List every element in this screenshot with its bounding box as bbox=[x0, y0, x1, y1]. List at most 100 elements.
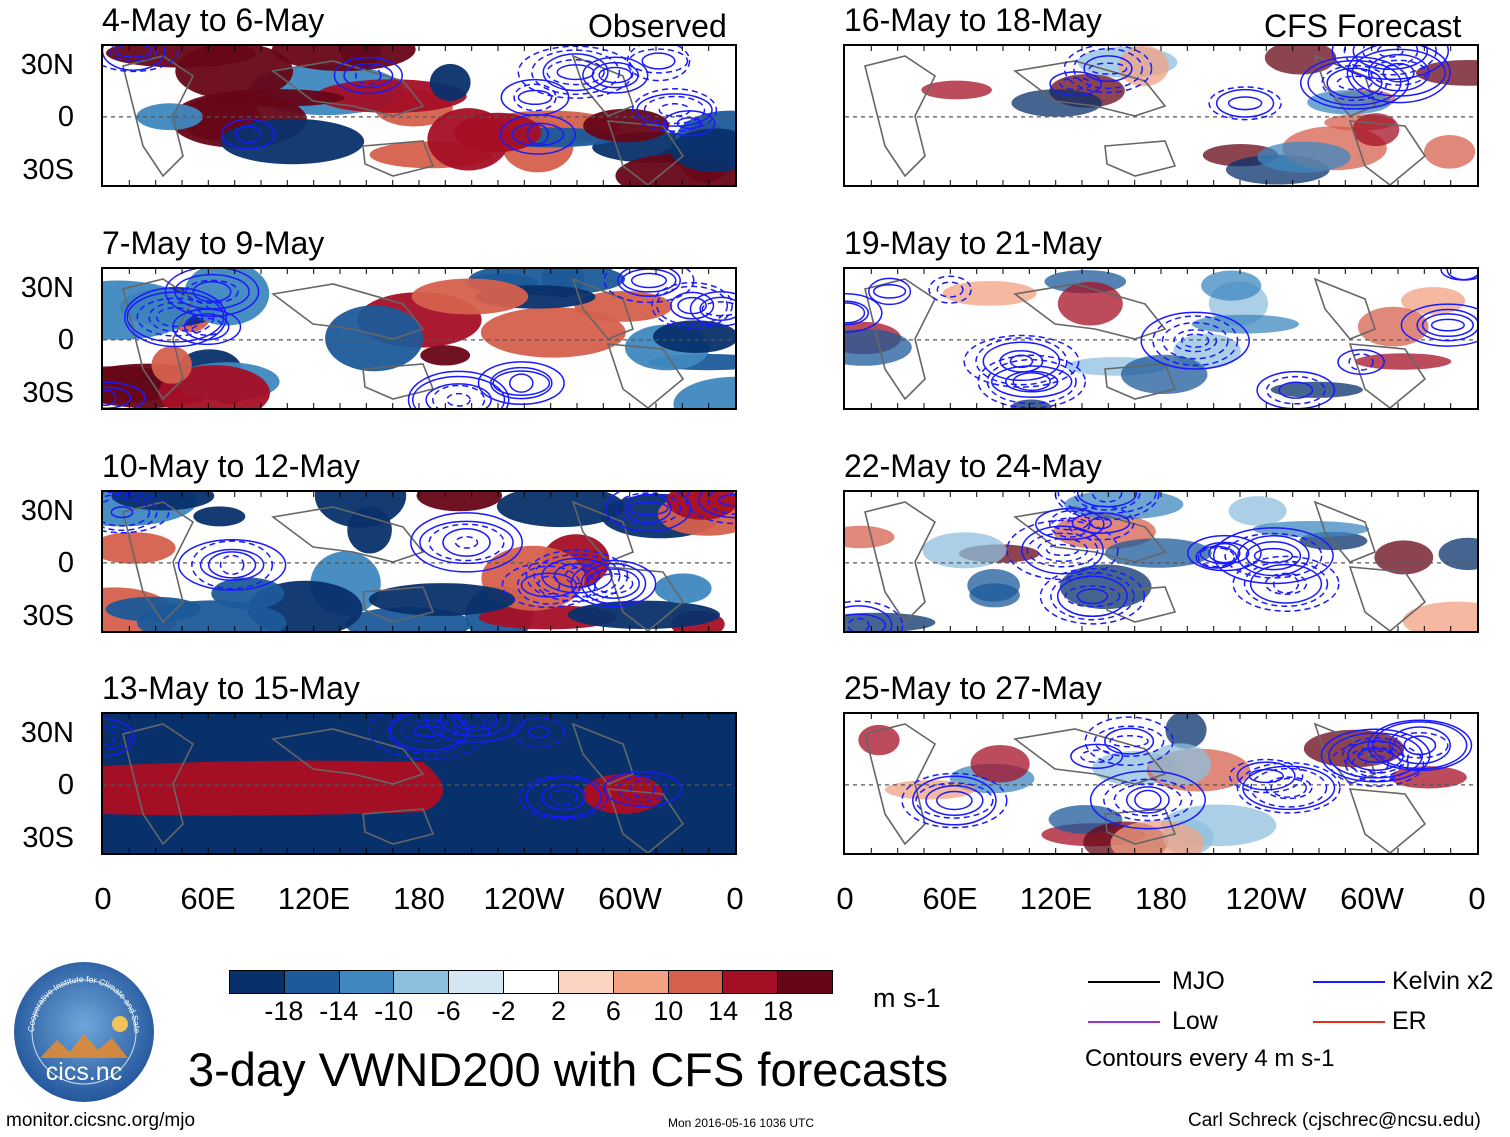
shading-region bbox=[175, 46, 294, 100]
kelvin-contour bbox=[525, 549, 629, 603]
panel-title-obs-4: 13-May to 15-May bbox=[102, 670, 360, 706]
kelvin-contour bbox=[1229, 758, 1304, 794]
kelvin-contour bbox=[541, 557, 613, 594]
kelvin-contour bbox=[492, 370, 551, 396]
lat-label-30n: 30N bbox=[20, 717, 74, 749]
shading-region bbox=[1402, 601, 1477, 631]
shading-region bbox=[416, 492, 503, 512]
shading-region bbox=[325, 305, 424, 372]
kelvin-contour bbox=[1440, 269, 1477, 281]
shading-region bbox=[845, 612, 936, 631]
shading-region bbox=[1270, 381, 1363, 398]
coastline bbox=[1013, 728, 1167, 785]
kelvin-contour bbox=[136, 297, 215, 337]
lon-label: 60W bbox=[1340, 881, 1404, 916]
kelvin-contour bbox=[103, 389, 117, 407]
legend-er-line bbox=[1313, 1021, 1385, 1023]
kelvin-contour bbox=[1421, 313, 1474, 338]
footer-url[interactable]: monitor.cicsnc.org/mjo bbox=[6, 1110, 196, 1131]
kelvin-contour bbox=[428, 523, 505, 562]
kelvin-contour bbox=[1103, 778, 1193, 822]
kelvin-contour bbox=[1026, 532, 1099, 568]
kelvin-contour bbox=[103, 492, 170, 534]
lon-label: 180 bbox=[393, 881, 445, 916]
kelvin-contour bbox=[446, 392, 471, 407]
lon-label: 120W bbox=[483, 881, 565, 916]
shading-region bbox=[1201, 270, 1262, 301]
kelvin-contour bbox=[628, 48, 689, 74]
kelvin-contour bbox=[1012, 372, 1051, 392]
coastline bbox=[864, 501, 937, 624]
shading-region bbox=[942, 281, 1037, 306]
lat-label-30s: 30S bbox=[22, 154, 74, 186]
kelvin-contour bbox=[845, 302, 866, 324]
panel-title-fcst-1: 16-May to 18-May bbox=[844, 2, 1102, 38]
kelvin-contour bbox=[1248, 768, 1284, 784]
kelvin-contour bbox=[641, 52, 676, 70]
kelvin-contour bbox=[148, 301, 203, 333]
shading-region bbox=[583, 774, 663, 814]
kelvin-contour bbox=[1416, 308, 1477, 342]
kelvin-contour bbox=[1253, 547, 1294, 564]
coastline bbox=[1313, 277, 1376, 340]
kelvin-contour bbox=[1388, 726, 1451, 765]
kelvin-contour bbox=[1236, 761, 1296, 791]
cics-logo[interactable]: Cooperative Institute for Climate and Sa… bbox=[10, 952, 156, 1104]
legend-mjo-line bbox=[1088, 981, 1160, 983]
colorbar-box bbox=[613, 971, 669, 993]
kelvin-contour bbox=[975, 337, 1068, 386]
panel-title-fcst-3: 22-May to 24-May bbox=[844, 448, 1102, 484]
colorbar-tick-label: 10 bbox=[653, 996, 684, 1026]
kelvin-contour bbox=[1237, 535, 1310, 577]
kelvin-contour bbox=[556, 64, 595, 81]
shading-region bbox=[1424, 135, 1476, 169]
kelvin-contour bbox=[915, 782, 994, 819]
coastline bbox=[122, 278, 195, 401]
kelvin-contour bbox=[1187, 534, 1262, 572]
kelvin-contour bbox=[630, 272, 668, 289]
kelvin-contour bbox=[509, 373, 534, 393]
kelvin-contour bbox=[925, 784, 984, 817]
coastline bbox=[122, 723, 195, 846]
coastline bbox=[571, 277, 634, 340]
kelvin-contour bbox=[1343, 46, 1437, 76]
coastline bbox=[606, 120, 685, 185]
kelvin-contour bbox=[103, 381, 146, 408]
kelvin-contour bbox=[1080, 749, 1114, 764]
kelvin-contour bbox=[1367, 719, 1473, 772]
colorbar-box bbox=[284, 971, 340, 993]
kelvin-contour bbox=[936, 790, 973, 811]
colorbar-tick-label: 18 bbox=[763, 996, 794, 1026]
kelvin-contour bbox=[912, 775, 997, 826]
kelvin-contour bbox=[1347, 739, 1404, 772]
kelvin-contour bbox=[1372, 721, 1468, 770]
kelvin-contour bbox=[570, 559, 657, 608]
shading-region bbox=[653, 320, 735, 353]
kelvin-contour bbox=[603, 770, 683, 808]
kelvin-contour bbox=[1227, 96, 1263, 111]
map-canvas bbox=[845, 714, 1477, 853]
kelvin-contour bbox=[425, 383, 492, 408]
shading-region bbox=[1252, 521, 1370, 538]
map-canvas bbox=[845, 46, 1477, 185]
kelvin-contour bbox=[1348, 353, 1374, 371]
shading-region bbox=[970, 745, 1030, 783]
kelvin-contour bbox=[172, 308, 242, 346]
kelvin-contour bbox=[1208, 86, 1282, 121]
kelvin-contour bbox=[1089, 770, 1206, 830]
legend-low-label: Low bbox=[1172, 1007, 1218, 1035]
map-panel-obs-1 bbox=[101, 44, 737, 187]
kelvin-contour bbox=[868, 277, 912, 306]
coastline bbox=[1348, 788, 1427, 853]
kelvin-contour bbox=[847, 617, 870, 631]
coastline bbox=[271, 60, 425, 117]
kelvin-contour bbox=[1307, 59, 1402, 106]
kelvin-contour bbox=[615, 492, 682, 525]
shading-region bbox=[315, 79, 467, 113]
kelvin-contour bbox=[676, 117, 702, 130]
kelvin-contour bbox=[1067, 505, 1135, 541]
shading-region bbox=[969, 583, 1020, 608]
kelvin-contour bbox=[542, 53, 609, 92]
coastline bbox=[864, 55, 937, 178]
kelvin-contour bbox=[500, 78, 570, 116]
